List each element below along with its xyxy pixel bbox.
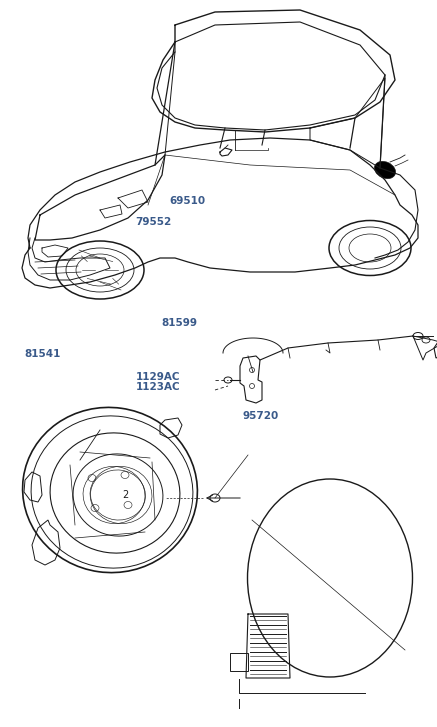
Text: 2: 2 xyxy=(122,490,128,500)
Text: 95720: 95720 xyxy=(243,411,279,421)
Text: 81599: 81599 xyxy=(162,318,198,328)
Text: 1129AC: 1129AC xyxy=(135,372,180,382)
Ellipse shape xyxy=(375,161,395,179)
Text: 79552: 79552 xyxy=(135,217,172,228)
Text: 69510: 69510 xyxy=(170,196,206,206)
Text: 81541: 81541 xyxy=(24,349,60,359)
Text: 1123AC: 1123AC xyxy=(135,382,180,393)
